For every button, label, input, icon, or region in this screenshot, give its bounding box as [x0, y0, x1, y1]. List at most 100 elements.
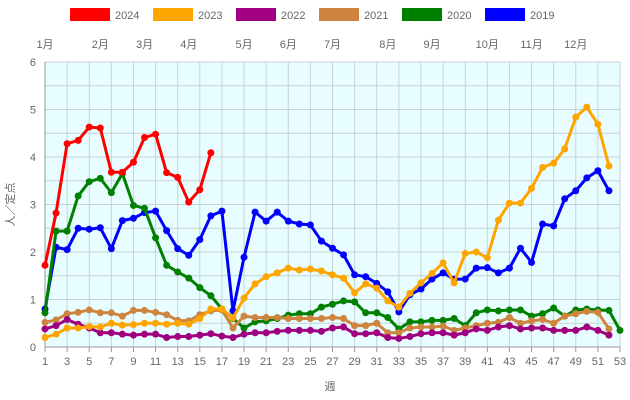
data-point-2023-w41 [483, 254, 491, 262]
x-tick-label: 23 [282, 356, 294, 368]
data-point-2019-w4 [74, 224, 82, 232]
data-point-2023-w33 [395, 303, 403, 311]
data-point-2019-w13 [174, 245, 182, 253]
month-label: 9月 [423, 39, 440, 51]
data-point-2021-w45 [528, 317, 536, 325]
data-point-2020-w30 [362, 309, 370, 317]
data-point-2019-w30 [362, 273, 370, 281]
data-point-2023-w16 [207, 305, 215, 313]
legend-label-2020: 2020 [447, 10, 471, 22]
x-tick-label: 11 [150, 356, 161, 368]
data-point-2021-w9 [129, 306, 137, 314]
data-point-2020-w28 [340, 297, 348, 305]
month-label: 1月 [36, 39, 53, 51]
x-tick-label: 47 [548, 356, 560, 368]
data-point-2020-w5 [85, 178, 93, 186]
x-tick-label: 9 [130, 356, 136, 368]
data-point-2022-w50 [583, 323, 591, 331]
legend-swatch-2022 [236, 8, 276, 21]
data-point-2022-w34 [406, 333, 414, 341]
data-point-2022-w3 [63, 315, 71, 323]
data-point-2019-w44 [516, 244, 524, 252]
month-label: 10月 [476, 39, 499, 51]
series-line-2021 [44, 308, 611, 335]
data-point-2022-w6 [96, 329, 104, 337]
data-point-2021-w8 [118, 312, 126, 320]
data-point-2019-w3 [63, 246, 71, 254]
y-tick-label: 1 [30, 295, 36, 307]
data-point-2019-w52 [605, 187, 613, 195]
data-point-2024-w2 [52, 209, 60, 217]
data-point-2022-w1 [41, 325, 49, 333]
data-point-2022-w20 [251, 329, 259, 337]
data-point-2023-w38 [450, 279, 458, 287]
data-point-2023-w45 [528, 184, 536, 192]
data-point-2023-w35 [417, 279, 425, 287]
data-point-2021-w30 [362, 322, 370, 330]
data-point-2022-w28 [340, 323, 348, 331]
data-point-2020-w43 [505, 306, 513, 314]
data-point-2023-w9 [129, 321, 137, 329]
data-point-2021-w41 [483, 319, 491, 327]
data-point-2021-w11 [152, 308, 160, 316]
data-point-2021-w19 [240, 312, 248, 320]
data-point-2021-w6 [96, 309, 104, 317]
data-point-2022-w49 [572, 326, 580, 334]
data-point-2020-w46 [539, 310, 547, 318]
data-point-2021-w29 [351, 322, 359, 330]
data-point-2023-w24 [295, 266, 303, 274]
data-point-2019-w40 [472, 264, 480, 272]
data-point-2019-w46 [539, 220, 547, 228]
data-point-2024-w9 [129, 158, 137, 166]
data-point-2019-w35 [417, 285, 425, 293]
data-point-2020-w9 [129, 201, 137, 209]
data-point-2021-w18 [229, 324, 237, 332]
data-point-2021-w48 [561, 312, 569, 320]
data-point-2020-w19 [240, 324, 248, 332]
data-point-2023-w22 [273, 269, 281, 277]
data-point-2022-w13 [174, 333, 182, 341]
data-point-2019-w43 [505, 264, 513, 272]
data-point-2020-w14 [185, 274, 193, 282]
data-point-2023-w20 [251, 280, 259, 288]
data-point-2019-w29 [351, 271, 359, 279]
data-point-2020-w6 [96, 174, 104, 182]
data-point-2019-w22 [273, 208, 281, 216]
data-point-2019-w51 [594, 167, 602, 175]
data-point-2023-w44 [516, 199, 524, 207]
data-point-2021-w4 [74, 308, 82, 316]
data-point-2021-w51 [594, 308, 602, 316]
data-point-2020-w37 [439, 316, 447, 324]
data-point-2022-w48 [561, 326, 569, 334]
data-point-2020-w13 [174, 268, 182, 276]
x-tick-label: 27 [326, 356, 338, 368]
data-point-2021-w43 [505, 314, 513, 322]
data-point-2023-w40 [472, 248, 480, 256]
data-point-2022-w46 [539, 324, 547, 332]
x-tick-label: 49 [570, 356, 582, 368]
x-tick-label: 51 [592, 356, 604, 368]
data-point-2022-w16 [207, 330, 215, 338]
data-point-2023-w6 [96, 323, 104, 331]
data-point-2023-w36 [428, 269, 436, 277]
y-axis-label: 人／定点 [3, 183, 17, 227]
data-point-2019-w47 [550, 222, 558, 230]
data-point-2020-w26 [317, 303, 325, 311]
data-point-2022-w40 [472, 325, 480, 333]
data-point-2022-w31 [373, 329, 381, 337]
data-point-2024-w15 [196, 186, 204, 194]
legend-swatch-2020 [402, 8, 442, 21]
data-point-2019-w6 [96, 224, 104, 232]
data-point-2023-w2 [52, 330, 60, 338]
x-tick-label: 41 [481, 356, 493, 368]
data-point-2023-w49 [572, 113, 580, 121]
data-point-2022-w43 [505, 322, 513, 330]
series-line-2024 [43, 125, 213, 266]
data-point-2020-w40 [472, 309, 480, 317]
data-point-2020-w3 [63, 227, 71, 235]
data-point-2023-w42 [494, 216, 502, 224]
data-point-2021-w25 [306, 315, 314, 322]
data-point-2022-w14 [185, 333, 193, 341]
data-point-2023-w34 [406, 289, 414, 297]
data-point-2020-w41 [483, 306, 491, 314]
